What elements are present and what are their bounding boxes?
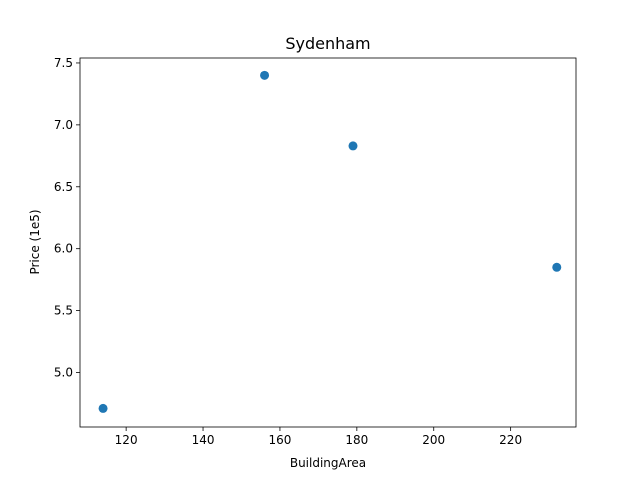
y-tick-label: 7.0 bbox=[54, 118, 73, 132]
data-point bbox=[260, 70, 270, 80]
x-tick-label: 140 bbox=[192, 433, 215, 447]
y-tick-label: 6.5 bbox=[54, 180, 73, 194]
x-tick-label: 180 bbox=[345, 433, 368, 447]
x-tick-label: 160 bbox=[268, 433, 291, 447]
x-tick-label: 120 bbox=[115, 433, 138, 447]
axes-frame bbox=[79, 57, 577, 428]
plot-area: 120 140 160 180 200 220 5.0 5.5 6.0 6.5 7.0 7.5 bbox=[54, 56, 577, 447]
x-tick-label: 220 bbox=[499, 433, 522, 447]
data-point bbox=[98, 403, 108, 413]
x-axis-label: BuildingArea bbox=[290, 456, 366, 470]
x-tick-label: 200 bbox=[422, 433, 445, 447]
chart-title: Sydenham bbox=[285, 34, 370, 53]
y-tick-label: 7.5 bbox=[54, 56, 73, 70]
data-point bbox=[348, 141, 358, 151]
y-tick-label: 5.5 bbox=[54, 304, 73, 318]
y-axis-label: Price (1e5) bbox=[28, 209, 42, 274]
y-tick-label: 6.0 bbox=[54, 242, 73, 256]
y-tick-label: 5.0 bbox=[54, 366, 73, 380]
data-point bbox=[552, 262, 562, 272]
